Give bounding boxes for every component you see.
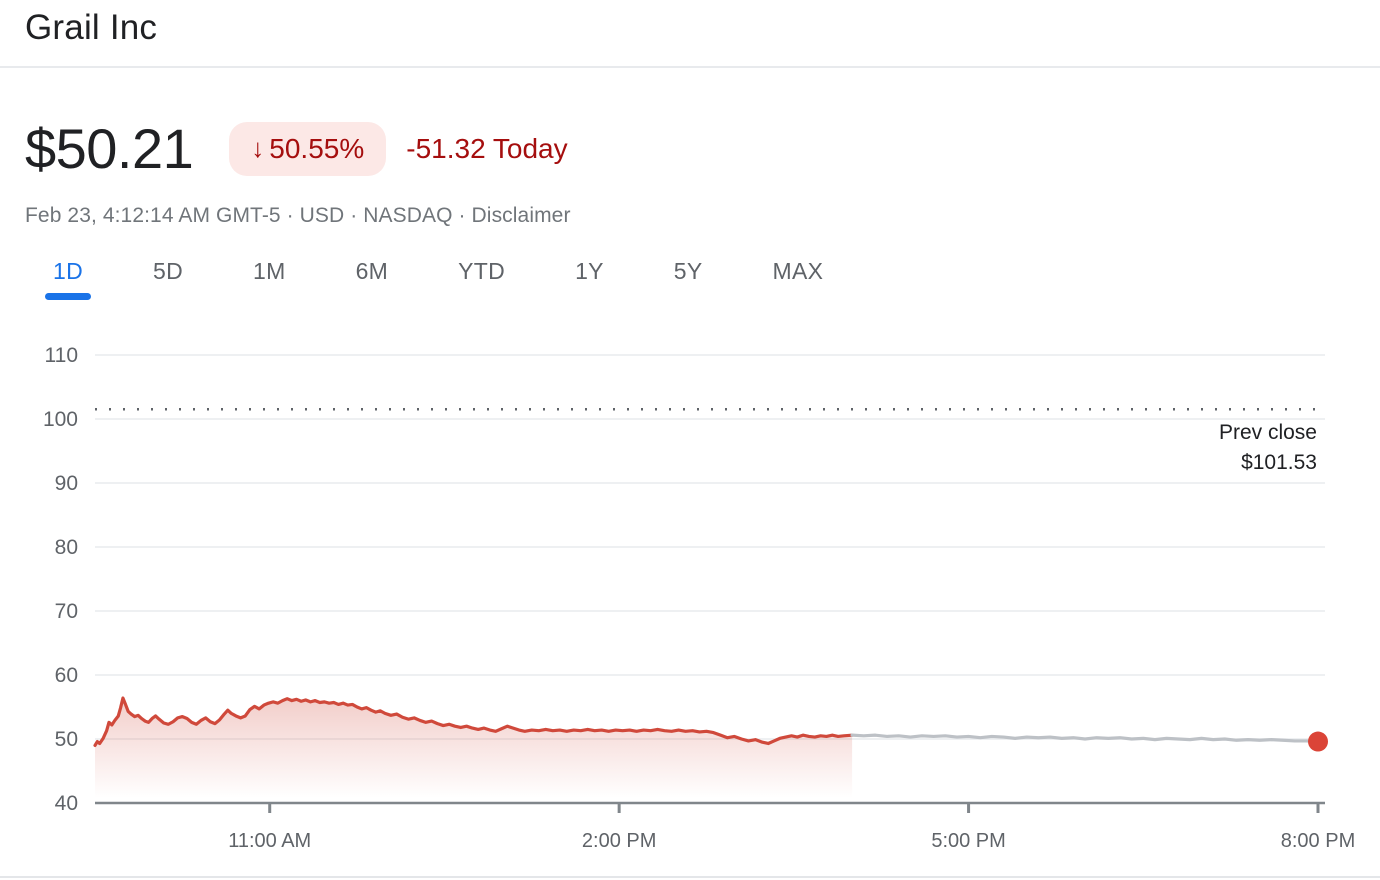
change-percent-value: 50.55%	[269, 132, 365, 164]
prev-close-value: $101.53	[1241, 451, 1317, 474]
change-amount-today: -51.32 Today	[406, 132, 568, 164]
series-after-hours	[850, 733, 1320, 744]
header-divider	[0, 66, 1380, 68]
meta-separator: ·	[452, 204, 472, 227]
series-regular-session	[93, 696, 854, 748]
quote-row: $50.21 ↓ 50.55% -51.32 Today	[25, 116, 568, 181]
tab-ytd[interactable]: YTD	[458, 258, 506, 284]
tab-1m[interactable]: 1M	[253, 258, 286, 284]
tab-6m[interactable]: 6M	[355, 258, 389, 284]
x-axis-tick-label: 8:00 PM	[1281, 830, 1355, 852]
quote-currency: USD	[299, 204, 345, 227]
y-axis-tick-label: 90	[55, 472, 78, 495]
prev-close-label: Prev close	[1219, 421, 1317, 444]
page-title: Grail Inc	[25, 8, 158, 47]
quote-meta: Feb 23, 4:12:14 AM GMT-5 · USD · NASDAQ …	[25, 204, 571, 228]
tab-1d[interactable]: 1D	[44, 258, 92, 300]
change-percent-badge: ↓ 50.55%	[229, 121, 387, 176]
y-axis-tick-label: 100	[43, 408, 78, 431]
price-chart[interactable]: 110 100 90 80 70 60 50 40 11:00 AM 2:00 PM 5:00 PM…	[0, 330, 1380, 860]
tab-max[interactable]: MAX	[772, 258, 824, 284]
last-price-dot	[1308, 731, 1328, 752]
tab-1y[interactable]: 1Y	[575, 258, 604, 284]
x-axis-tick-label: 2:00 PM	[582, 830, 656, 852]
arrow-down-icon: ↓	[251, 133, 265, 163]
range-tabs: 1D 5D 1M 6M YTD 1Y 5Y MAX	[44, 258, 824, 300]
meta-separator: ·	[280, 204, 300, 227]
y-axis-tick-label: 40	[55, 792, 78, 815]
y-axis-tick-label: 110	[45, 344, 78, 367]
current-price: $50.21	[25, 117, 194, 180]
x-axis-tick-label: 11:00 AM	[228, 830, 311, 852]
tab-5d[interactable]: 5D	[153, 258, 184, 284]
y-axis-tick-label: 60	[55, 664, 78, 687]
meta-separator: ·	[344, 204, 364, 227]
tab-5y[interactable]: 5Y	[673, 258, 703, 284]
y-axis-tick-label: 50	[55, 728, 78, 751]
area-fill	[95, 698, 853, 802]
y-axis-tick-label: 80	[55, 536, 78, 559]
disclaimer-link[interactable]: Disclaimer	[471, 204, 571, 227]
x-axis-tick-label: 5:00 PM	[931, 830, 1005, 852]
quote-timestamp: Feb 23, 4:12:14 AM GMT-5	[25, 204, 281, 227]
quote-exchange: NASDAQ	[363, 204, 453, 227]
bottom-divider	[0, 876, 1380, 878]
y-axis-tick-label: 70	[55, 600, 78, 623]
